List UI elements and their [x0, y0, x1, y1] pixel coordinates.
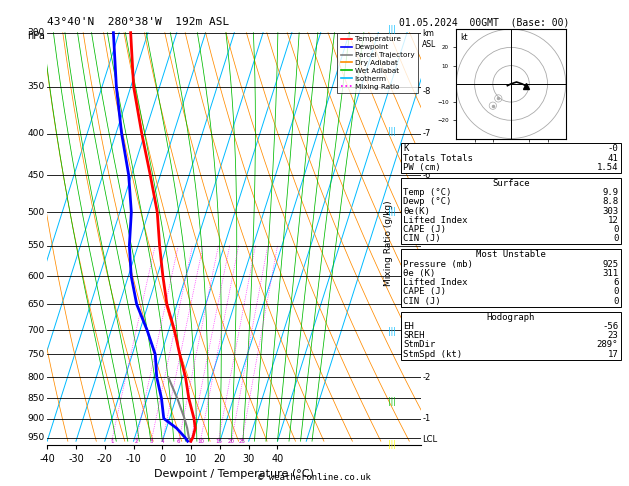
- Text: 350: 350: [28, 82, 45, 91]
- Text: θe (K): θe (K): [403, 269, 435, 278]
- Text: 650: 650: [28, 300, 45, 309]
- Text: -5: -5: [422, 208, 430, 217]
- Text: 311: 311: [602, 269, 618, 278]
- Text: θe(K): θe(K): [403, 207, 430, 216]
- Text: EH: EH: [403, 322, 414, 331]
- Text: -4: -4: [422, 272, 430, 280]
- Text: 925: 925: [602, 260, 618, 269]
- Text: 0: 0: [613, 287, 618, 296]
- Text: -6: -6: [422, 171, 431, 179]
- Text: 8.8: 8.8: [602, 197, 618, 207]
- Text: 8: 8: [189, 439, 192, 444]
- Text: 23: 23: [608, 331, 618, 340]
- Text: 850: 850: [28, 394, 45, 403]
- Text: Surface: Surface: [492, 179, 530, 188]
- X-axis label: Dewpoint / Temperature (°C): Dewpoint / Temperature (°C): [154, 469, 314, 479]
- Text: 12: 12: [608, 216, 618, 225]
- Text: 6: 6: [613, 278, 618, 287]
- Text: 17: 17: [608, 349, 618, 359]
- Text: hPa: hPa: [27, 31, 45, 41]
- Text: |||: |||: [388, 127, 396, 137]
- Text: 01.05.2024  00GMT  (Base: 00): 01.05.2024 00GMT (Base: 00): [399, 17, 570, 27]
- Text: 0: 0: [613, 225, 618, 234]
- Text: 950: 950: [28, 433, 45, 442]
- Text: 289°: 289°: [597, 340, 618, 349]
- Text: 700: 700: [28, 326, 45, 335]
- Text: |||: |||: [388, 397, 396, 406]
- Text: 1.54: 1.54: [597, 163, 618, 172]
- Text: Hodograph: Hodograph: [487, 312, 535, 322]
- Text: Lifted Index: Lifted Index: [403, 278, 468, 287]
- Text: CAPE (J): CAPE (J): [403, 287, 446, 296]
- Text: 1: 1: [110, 439, 113, 444]
- Text: 10: 10: [197, 439, 204, 444]
- Text: StmDir: StmDir: [403, 340, 435, 349]
- Text: PW (cm): PW (cm): [403, 163, 441, 172]
- Text: Temp (°C): Temp (°C): [403, 188, 452, 197]
- Text: 600: 600: [28, 272, 45, 280]
- Legend: Temperature, Dewpoint, Parcel Trajectory, Dry Adiabat, Wet Adiabat, Isotherm, Mi: Temperature, Dewpoint, Parcel Trajectory…: [337, 33, 418, 93]
- Text: Pressure (mb): Pressure (mb): [403, 260, 473, 269]
- Text: 41: 41: [608, 154, 618, 163]
- Text: -8: -8: [422, 87, 431, 96]
- Text: StmSpd (kt): StmSpd (kt): [403, 349, 462, 359]
- Text: © weatheronline.co.uk: © weatheronline.co.uk: [258, 473, 371, 482]
- Text: 15: 15: [215, 439, 222, 444]
- Text: -7: -7: [422, 129, 431, 138]
- Text: 0: 0: [613, 234, 618, 243]
- Text: LCL: LCL: [422, 435, 437, 444]
- Text: 3: 3: [150, 439, 153, 444]
- Text: kt: kt: [460, 33, 467, 42]
- Text: 0: 0: [613, 296, 618, 306]
- Text: 4: 4: [161, 439, 164, 444]
- Text: 2: 2: [135, 439, 138, 444]
- Text: SREH: SREH: [403, 331, 425, 340]
- Text: Most Unstable: Most Unstable: [476, 250, 546, 260]
- Text: 550: 550: [28, 241, 45, 250]
- Text: 43°40'N  280°38'W  192m ASL: 43°40'N 280°38'W 192m ASL: [47, 17, 230, 27]
- Text: CIN (J): CIN (J): [403, 234, 441, 243]
- Text: 750: 750: [28, 350, 45, 359]
- Text: 20: 20: [228, 439, 235, 444]
- Text: Mixing Ratio (g/kg): Mixing Ratio (g/kg): [384, 200, 393, 286]
- Text: CAPE (J): CAPE (J): [403, 225, 446, 234]
- Text: K: K: [403, 144, 409, 154]
- Text: |||: |||: [388, 440, 396, 449]
- Text: Totals Totals: Totals Totals: [403, 154, 473, 163]
- Text: |||: |||: [388, 207, 396, 216]
- Text: 9.9: 9.9: [602, 188, 618, 197]
- Text: 500: 500: [28, 208, 45, 217]
- Text: -3: -3: [422, 326, 431, 335]
- Text: Lifted Index: Lifted Index: [403, 216, 468, 225]
- Text: 400: 400: [28, 129, 45, 138]
- Text: 800: 800: [28, 373, 45, 382]
- Text: 300: 300: [28, 28, 45, 37]
- Text: km
ASL: km ASL: [422, 29, 437, 49]
- Text: -0: -0: [608, 144, 618, 154]
- Text: -1: -1: [422, 414, 430, 423]
- Text: 303: 303: [602, 207, 618, 216]
- Text: -56: -56: [602, 322, 618, 331]
- Text: 25: 25: [238, 439, 245, 444]
- Text: 900: 900: [28, 414, 45, 423]
- Text: Dewp (°C): Dewp (°C): [403, 197, 452, 207]
- Text: 6: 6: [177, 439, 181, 444]
- Text: -2: -2: [422, 373, 430, 382]
- Text: CIN (J): CIN (J): [403, 296, 441, 306]
- Text: |||: |||: [388, 328, 396, 336]
- Text: |||: |||: [388, 25, 396, 34]
- Text: 450: 450: [28, 171, 45, 179]
